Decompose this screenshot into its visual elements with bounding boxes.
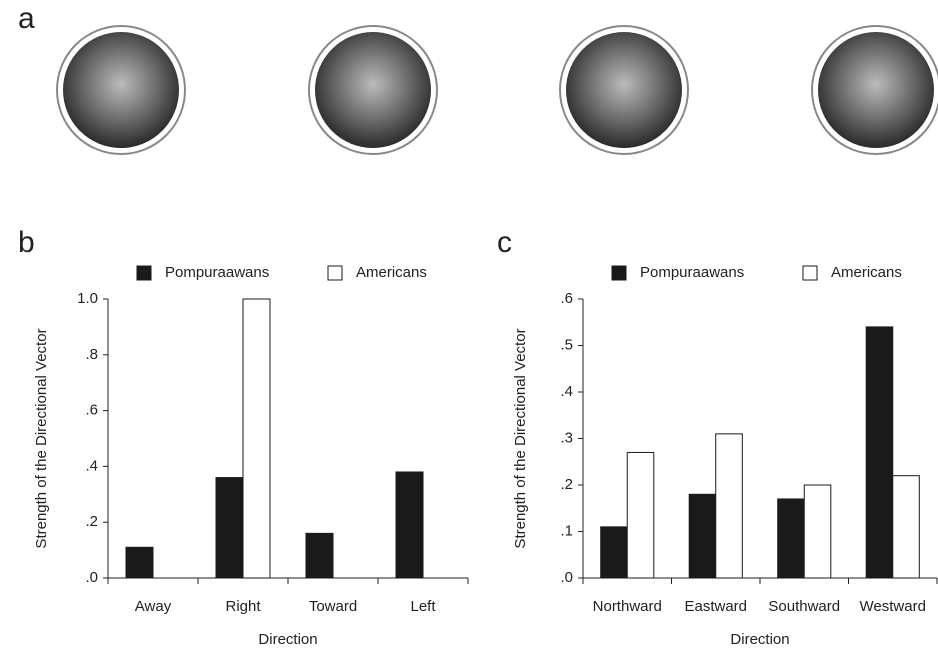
y-tick-label: .2 (85, 513, 98, 530)
x-tick-label: Away (135, 598, 172, 615)
x-tick-label: Left (410, 598, 436, 615)
photo (63, 32, 179, 148)
x-tick-label: Right (225, 598, 261, 615)
bar (601, 527, 628, 578)
x-axis-title: Direction (730, 631, 789, 648)
panel-label: a (18, 2, 35, 35)
legend-swatch (137, 266, 151, 280)
bar (126, 547, 153, 578)
bar (689, 494, 716, 578)
bar (216, 478, 243, 578)
y-axis-title: Strength of the Directional Vector (512, 328, 529, 548)
y-tick-label: .3 (560, 429, 573, 446)
x-tick-label: Southward (768, 598, 840, 615)
bar (804, 485, 831, 578)
legend-label: Americans (831, 264, 902, 281)
legend-label: Pompuraawans (165, 264, 269, 281)
bar (243, 299, 270, 578)
x-tick-label: Westward (860, 598, 926, 615)
bar (778, 499, 805, 578)
y-tick-label: .1 (560, 522, 573, 539)
y-tick-label: .0 (560, 569, 573, 586)
y-axis-title: Strength of the Directional Vector (33, 328, 50, 548)
photo (566, 32, 682, 148)
y-tick-label: 1.0 (77, 290, 98, 307)
x-axis-title: Direction (258, 631, 317, 648)
portraits (57, 26, 938, 154)
bar (627, 452, 654, 578)
photo (315, 32, 431, 148)
y-tick-label: .4 (85, 457, 98, 474)
y-tick-label: .5 (560, 336, 573, 353)
legend-swatch (328, 266, 342, 280)
bar (866, 327, 893, 578)
y-tick-label: .6 (85, 402, 98, 419)
legend-swatch (803, 266, 817, 280)
legend-swatch (612, 266, 626, 280)
figure: a b c .0 .2 .4 .6 .8 1.0 Away Right Toward Left Po… (0, 0, 938, 652)
x-tick-label: Toward (309, 598, 357, 615)
y-tick-label: .6 (560, 290, 573, 307)
bar (716, 434, 743, 578)
bar (893, 476, 920, 578)
legend-label: Pompuraawans (640, 264, 744, 281)
y-tick-label: .2 (560, 476, 573, 493)
legend-label: Americans (356, 264, 427, 281)
panel-label: c (497, 226, 512, 259)
bar (396, 472, 423, 578)
x-tick-label: Eastward (684, 598, 747, 615)
panel-label: b (18, 226, 35, 259)
photo (818, 32, 934, 148)
x-tick-label: Northward (593, 598, 662, 615)
y-tick-label: .0 (85, 569, 98, 586)
bar (306, 533, 333, 578)
y-tick-label: .4 (560, 383, 573, 400)
y-tick-label: .8 (85, 346, 98, 363)
